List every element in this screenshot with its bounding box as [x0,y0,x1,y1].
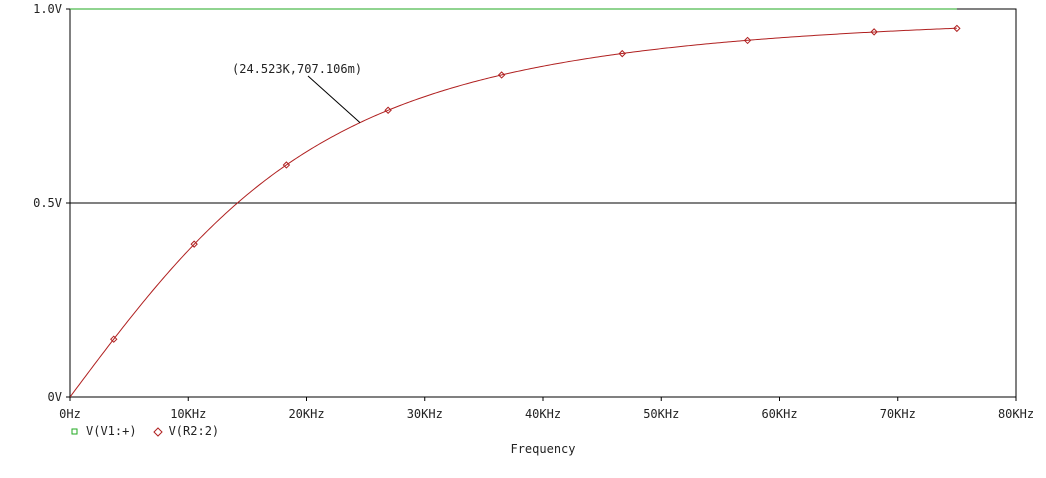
y-tick-label-2: 1.0V [33,2,62,16]
data-point-r2-3 [282,161,291,169]
square-marker-icon [70,426,80,436]
series-line-r2 [69,27,957,398]
legend-label-r2: V(R2:2) [168,424,220,438]
data-point-r2-8 [870,28,878,36]
data-point-r2-2 [190,240,198,248]
data-point-r2-4 [384,106,392,114]
legend-label-v1: V(V1:+) [86,424,137,438]
y-tick-label-0: 0V [48,390,62,404]
x-tick-label-1: 10KHz [170,407,206,421]
data-point-r2-7 [743,36,752,45]
x-tick-label-3: 30KHz [407,407,443,421]
x-tick-label-4: 40KHz [525,407,561,421]
data-point-r2-6 [618,49,626,58]
legend-item-v1: V(V1:+) [70,424,137,438]
data-point-r2-1 [110,335,118,343]
x-tick-label-0: 0Hz [59,407,81,421]
x-tick-label-2: 20KHz [288,407,324,421]
annotation-label-0: (24.523K,707.106m) [232,62,362,76]
legend: V(V1:+) V(R2:2) [70,424,219,438]
annotation-leader-0 [307,75,361,124]
data-point-r2-5 [497,71,506,79]
x-tick-label-5: 50KHz [643,407,679,421]
x-tick-label-7: 70KHz [880,407,916,421]
x-tick-label-8: 80KHz [998,407,1034,421]
diamond-marker-icon [152,426,163,437]
data-point-r2-9 [953,24,961,33]
x-axis-label: Frequency [510,442,576,456]
y-tick-label-1: 0.5V [33,196,62,210]
legend-item-r2: V(R2:2) [152,424,220,438]
x-tick-label-6: 60KHz [761,407,797,421]
